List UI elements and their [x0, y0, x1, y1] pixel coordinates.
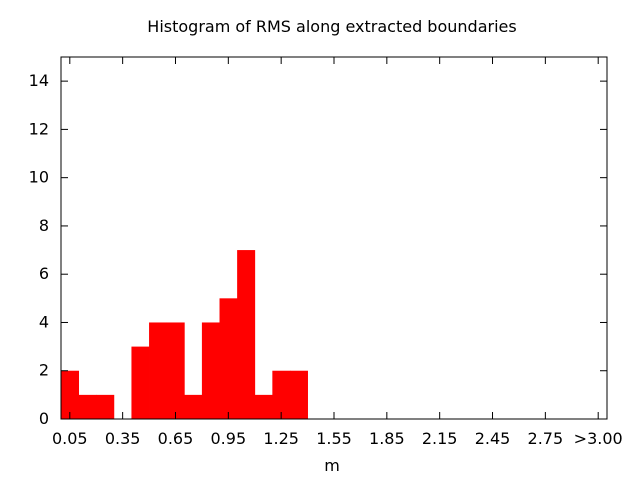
histogram-bar — [289, 370, 308, 419]
y-tick-label: 10 — [29, 168, 49, 187]
x-tick-label: 0.05 — [52, 429, 88, 448]
histogram-bar — [184, 394, 203, 419]
y-tick-label: 0 — [39, 409, 49, 428]
histogram-bar — [254, 394, 273, 419]
y-tick-label: 2 — [39, 361, 49, 380]
x-tick-label: 1.85 — [369, 429, 405, 448]
chart-title: Histogram of RMS along extracted boundar… — [147, 17, 516, 36]
histogram-bar — [272, 370, 291, 419]
histogram-bar — [78, 394, 97, 419]
histogram-bar — [219, 298, 238, 419]
x-tick-label: >3.00 — [574, 429, 623, 448]
y-tick-label: 8 — [39, 216, 49, 235]
histogram-bar — [131, 346, 150, 419]
histogram-bar — [149, 322, 168, 419]
y-tick-label: 6 — [39, 264, 49, 283]
histogram-bar — [201, 322, 220, 419]
histogram-bar — [166, 322, 185, 419]
x-tick-label: 2.75 — [528, 429, 564, 448]
y-tick-label: 12 — [29, 119, 49, 138]
plot-frame — [60, 56, 608, 420]
bars-group — [61, 250, 308, 419]
x-tick-label: 0.95 — [211, 429, 247, 448]
y-tick-label: 14 — [29, 71, 49, 90]
histogram-bar — [61, 370, 80, 419]
y-tick-label: 4 — [39, 312, 49, 331]
histogram-bar — [237, 250, 256, 419]
x-tick-label: 0.35 — [105, 429, 141, 448]
x-tick-label: 0.65 — [158, 429, 194, 448]
x-axis-label: m — [324, 456, 340, 475]
histogram-bar — [96, 394, 115, 419]
x-tick-label: 1.55 — [316, 429, 352, 448]
x-tick-label: 1.25 — [263, 429, 299, 448]
x-tick-label: 2.15 — [422, 429, 458, 448]
x-tick-label: 2.45 — [475, 429, 511, 448]
ticks-group: 0 2 4 6 8 10 12 14 0.05 0.35 0.65 0.95 1.25 1.55 1.85 2… — [29, 57, 623, 448]
